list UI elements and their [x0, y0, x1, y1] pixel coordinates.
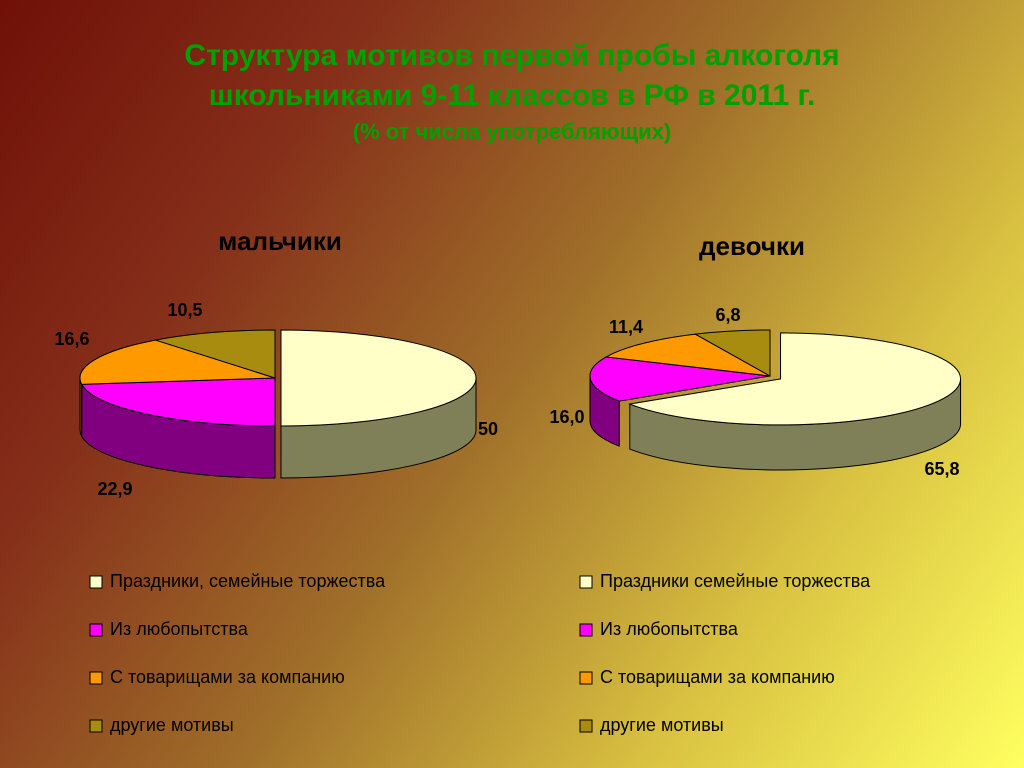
legend-swatch — [89, 575, 103, 589]
legend-label: С товарищами за компанию — [110, 667, 345, 687]
chart-title: мальчики — [218, 226, 342, 256]
legend-swatch — [89, 671, 103, 685]
value-label: 16,0 — [549, 407, 584, 427]
legend-swatch — [89, 719, 103, 733]
legend-swatch — [89, 623, 103, 637]
chart-title: девочки — [699, 231, 805, 261]
legend-label: Праздники, семейные торжества — [110, 571, 386, 591]
legend-label: другие мотивы — [600, 715, 724, 735]
value-label: 11,4 — [609, 317, 643, 337]
pie-slice — [280, 329, 477, 427]
slide-title: Структура мотивов первой пробы алкоголя — [184, 39, 839, 72]
slide-subtitle: (% от числа употребляющих) — [353, 119, 672, 144]
value-label: 16,6 — [54, 329, 89, 349]
value-label: 10,5 — [167, 300, 202, 320]
pie-slice — [79, 339, 276, 385]
value-label: 22,9 — [97, 479, 132, 499]
value-label: 6,8 — [715, 305, 740, 325]
pie-slice — [693, 329, 771, 377]
legend-swatch — [579, 719, 593, 733]
pie-slice — [155, 329, 276, 379]
legend-swatch — [579, 575, 593, 589]
legend-label: Праздники семейные торжества — [600, 571, 871, 591]
slide-title: школьниками 9-11 классов в РФ в 2011 г. — [209, 79, 816, 112]
legend-swatch — [579, 671, 593, 685]
legend-label: С товарищами за компанию — [600, 667, 835, 687]
legend-label: Из любопытства — [600, 619, 739, 639]
pie-slice — [80, 377, 276, 427]
slice-side — [79, 377, 83, 437]
pie-slice — [604, 333, 771, 377]
value-label: 65,8 — [924, 459, 959, 479]
legend-swatch — [579, 623, 593, 637]
pie-slice — [627, 332, 961, 426]
legend-label: Из любопытства — [110, 619, 249, 639]
legend-label: другие мотивы — [110, 715, 234, 735]
value-label: 50 — [478, 419, 498, 439]
pie-slice — [589, 356, 771, 402]
